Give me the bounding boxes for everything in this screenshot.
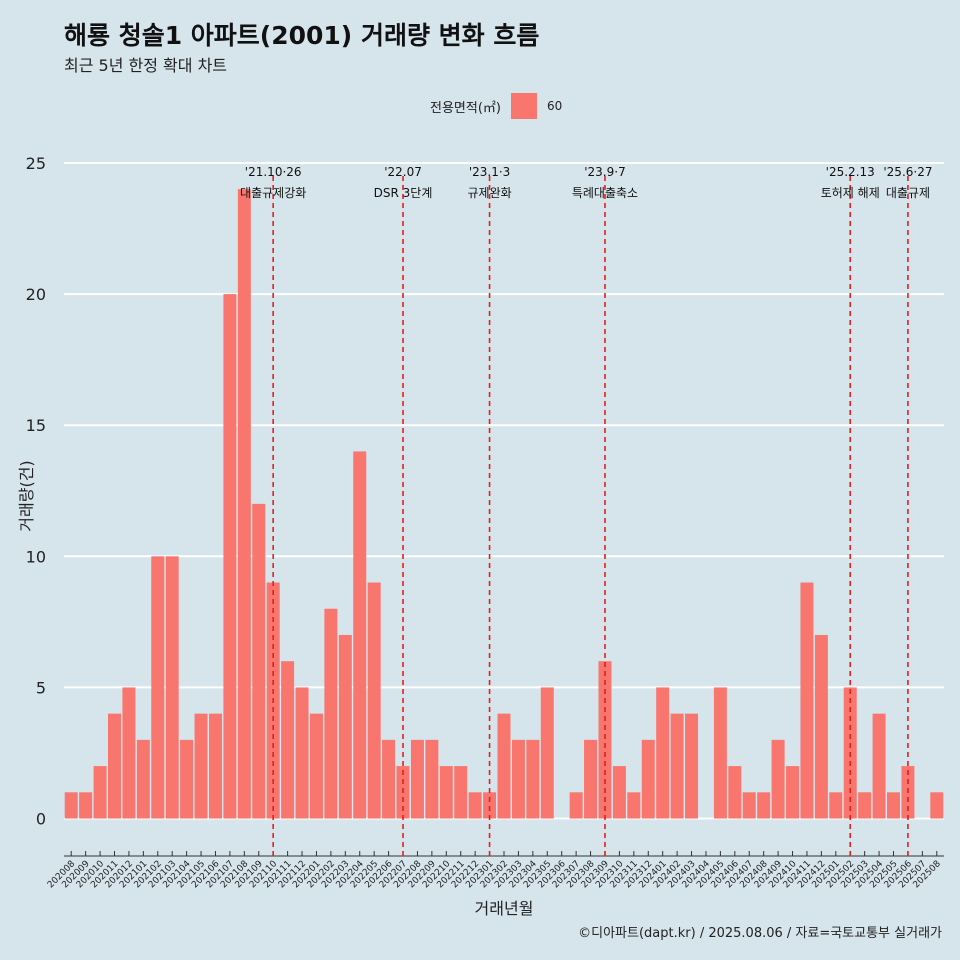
bar (295, 687, 309, 819)
bar (598, 661, 612, 819)
bar (569, 792, 583, 819)
bar (223, 294, 237, 819)
y-axis-title: 거래량(건) (17, 460, 36, 531)
chart-title: 해룡 청솔1 아파트(2001) 거래량 변화 흐름 (64, 21, 540, 50)
bar (79, 792, 93, 819)
event-date-label: '23.9·7 (584, 165, 625, 179)
bar (122, 687, 136, 819)
bar (771, 739, 785, 819)
bar (930, 792, 944, 819)
bar (382, 739, 396, 819)
legend-item-label: 60 (546, 99, 563, 113)
bar (252, 503, 266, 819)
bar (641, 739, 655, 819)
bar (887, 792, 900, 819)
event-name-label: DSR 3단계 (374, 186, 433, 200)
event-name-label: 대출규제 (886, 186, 930, 200)
bar (180, 739, 194, 819)
bar (656, 687, 670, 819)
bar (194, 713, 208, 819)
event-date-label: '21.10·26 (245, 165, 302, 179)
event-name-label: 대출규제강화 (240, 186, 306, 200)
bar (151, 556, 165, 819)
y-tick-label: 10 (26, 547, 46, 566)
event-name-label: 규제완화 (467, 186, 511, 200)
bar (367, 582, 381, 819)
bar (136, 739, 150, 819)
event-name-label: 특례대출축소 (572, 186, 638, 200)
event-date-label: '25.6·27 (883, 165, 932, 179)
bar (742, 792, 756, 819)
y-tick-label: 25 (26, 154, 46, 173)
bar (497, 713, 511, 819)
bar (64, 792, 78, 819)
bar (108, 713, 121, 819)
bar (814, 634, 828, 819)
bar (540, 687, 554, 819)
legend: 전용면적(㎡) 60 (430, 93, 562, 119)
bar (728, 766, 742, 819)
event-date-label: '23.1·3 (469, 165, 510, 179)
bar (324, 608, 338, 819)
bar (93, 766, 107, 819)
bar (410, 739, 424, 819)
y-tick-label: 15 (26, 416, 46, 435)
bar (353, 451, 367, 819)
bar (786, 766, 800, 819)
bar (208, 713, 222, 819)
event-name-label: 토허제 해제 (821, 186, 880, 200)
bar (338, 634, 352, 819)
bar (858, 792, 872, 819)
bar (829, 792, 843, 819)
chart-subtitle: 최근 5년 한정 확대 차트 (64, 56, 228, 75)
legend-swatch (510, 93, 537, 119)
bar (468, 792, 482, 819)
bar (713, 687, 727, 819)
bar (454, 766, 468, 819)
y-tick-label: 20 (26, 285, 46, 304)
event-date-label: '22.07 (384, 165, 422, 179)
legend-title: 전용면적(㎡) (430, 100, 501, 116)
bar (872, 713, 886, 819)
bar (309, 713, 323, 819)
bar (281, 661, 295, 819)
bar (425, 739, 439, 819)
event-date-label: '25.2.13 (826, 165, 875, 179)
bar (237, 189, 251, 819)
bar (685, 713, 699, 819)
bar (439, 766, 453, 819)
bar (670, 713, 684, 819)
bar (627, 792, 641, 819)
bar (800, 582, 814, 819)
bar (526, 739, 540, 819)
bar (511, 739, 525, 819)
source-caption: ©디아파트(dapt.kr) / 2025.08.06 / 자료=국토교통부 실… (578, 926, 942, 941)
bar (757, 792, 771, 819)
bar (584, 739, 598, 819)
x-axis-title: 거래년월 (475, 899, 534, 918)
bar (612, 766, 626, 819)
bar (483, 792, 497, 819)
bar (165, 556, 179, 819)
y-tick-label: 0 (36, 810, 46, 829)
y-tick-label: 5 (36, 678, 46, 697)
